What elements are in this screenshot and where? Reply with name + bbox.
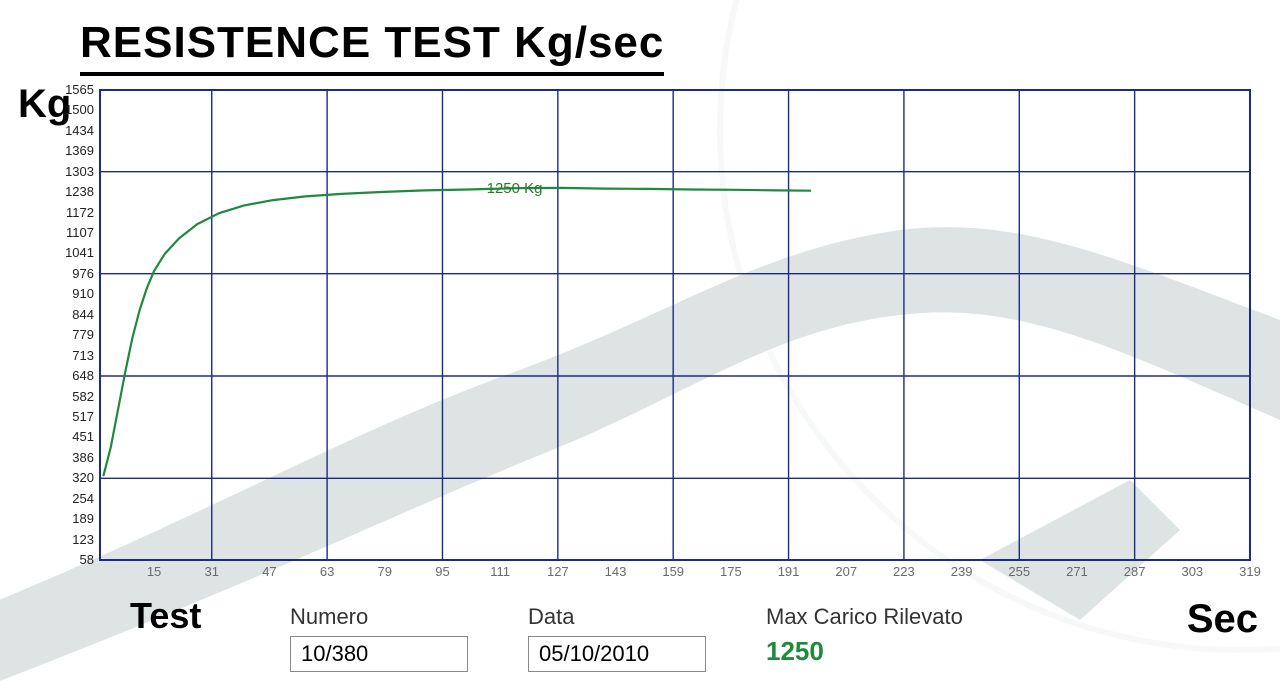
y-tick: 713 [54,348,94,363]
x-tick: 159 [662,564,684,579]
x-tick: 175 [720,564,742,579]
y-tick: 1565 [54,82,94,97]
x-tick: 79 [378,564,392,579]
x-tick: 303 [1181,564,1203,579]
numero-label: Numero [290,604,468,630]
x-tick: 319 [1239,564,1261,579]
y-tick: 1434 [54,123,94,138]
test-label: Test [130,595,201,637]
y-tick: 1238 [54,184,94,199]
field-data: Data 05/10/2010 [528,604,706,672]
x-tick: 15 [147,564,161,579]
y-tick: 844 [54,307,94,322]
y-tick: 451 [54,429,94,444]
y-tick: 386 [54,450,94,465]
y-tick: 648 [54,368,94,383]
x-tick: 207 [835,564,857,579]
page-title: RESISTENCE TEST Kg/sec [80,18,664,76]
x-tick: 111 [490,564,510,579]
resistance-chart: 1250 Kg 58123189254320386451517582648713… [100,90,1252,567]
svg-text:1250 Kg: 1250 Kg [487,180,543,197]
data-label: Data [528,604,706,630]
max-value: 1250 [766,636,963,667]
x-tick: 223 [893,564,915,579]
y-tick: 1107 [54,225,94,240]
y-tick: 910 [54,286,94,301]
x-tick: 271 [1066,564,1088,579]
numero-value: 10/380 [290,636,468,672]
info-row: Numero 10/380 Data 05/10/2010 Max Carico… [290,604,963,672]
max-label: Max Carico Rilevato [766,604,963,630]
y-tick: 254 [54,491,94,506]
y-tick: 1303 [54,164,94,179]
chart-svg: 1250 Kg [100,90,1252,562]
x-tick: 31 [205,564,219,579]
y-tick: 517 [54,409,94,424]
data-value: 05/10/2010 [528,636,706,672]
x-tick-container: 15 31 47 63 79 95 111 127 143 159 175 191 207 223 239 2… [100,564,1250,584]
x-tick: 63 [320,564,334,579]
y-tick: 1041 [54,245,94,260]
y-tick: 1172 [54,205,94,220]
y-tick: 189 [54,511,94,526]
y-tick: 976 [54,266,94,281]
y-tick: 123 [54,532,94,547]
field-numero: Numero 10/380 [290,604,468,672]
y-tick: 58 [54,552,94,567]
x-tick: 255 [1008,564,1030,579]
x-tick: 127 [547,564,569,579]
x-axis-label: Sec [1187,597,1258,642]
y-tick: 1369 [54,143,94,158]
field-max: Max Carico Rilevato 1250 [766,604,963,672]
x-tick: 47 [262,564,276,579]
x-tick: 287 [1124,564,1146,579]
y-tick-container: 5812318925432038645151758264871377984491… [54,90,94,560]
x-tick: 95 [435,564,449,579]
y-tick: 320 [54,470,94,485]
y-tick: 582 [54,389,94,404]
y-tick: 779 [54,327,94,342]
x-tick: 191 [778,564,800,579]
y-tick: 1500 [54,102,94,117]
x-tick: 143 [605,564,627,579]
x-tick: 239 [951,564,973,579]
